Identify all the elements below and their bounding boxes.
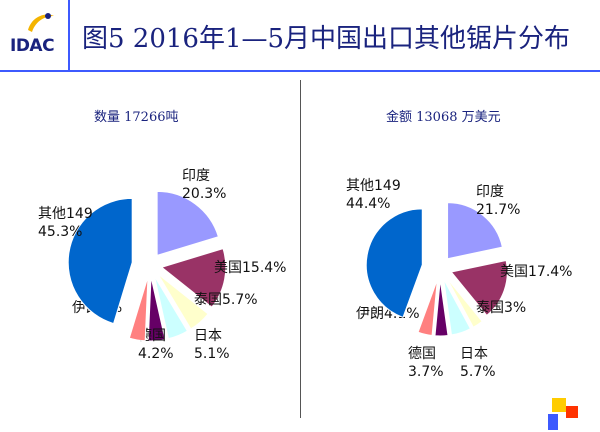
pie1-slice-5 (128, 276, 149, 342)
pie1-slice-0 (156, 190, 219, 257)
title-accent-bar (68, 0, 70, 72)
pie1-label-4-value: 4.2% (138, 346, 174, 362)
pie1-label-6-value: 45.3% (38, 224, 82, 240)
pie1-label-0-value: 20.3% (182, 186, 226, 202)
pie2-label-3: 日本 5.7% (460, 346, 496, 380)
pie2-slice-1 (450, 259, 508, 317)
pie1-slice-1 (160, 247, 227, 308)
pie2-label-2: 泰国3% (476, 300, 526, 316)
pie2-label-6: 其他149 44.4% (346, 178, 401, 212)
pie2-slice-2 (446, 277, 483, 328)
chart-divider (300, 80, 301, 418)
chart-title-value: 金额 13068 万美元 (386, 110, 501, 125)
pie1-slice-2 (157, 273, 209, 330)
pie1-label-6: 其他149 45.3% (38, 206, 93, 240)
pie1-slice-6 (67, 197, 133, 325)
pie2-label-4-value: 3.7% (408, 364, 444, 380)
pie2-label-0-name: 印度 (476, 184, 504, 200)
pie2-label-6-value: 44.4% (346, 196, 390, 212)
deco-square-yellow (552, 398, 566, 412)
chart-title-quantity: 数量 17266吨 (94, 110, 179, 125)
pie1-label-6-name: 其他149 (38, 206, 93, 222)
pie2-slice-6 (365, 208, 423, 319)
pie2-label-0: 印度 21.7% (476, 184, 520, 218)
pie2-slice-5 (417, 279, 438, 336)
pie1-label-2: 泰国5.7% (194, 292, 258, 308)
pie1-label-3-value: 5.1% (194, 346, 230, 362)
pie2-label-4: 德国 3.7% (408, 346, 444, 380)
pie1-slice-4 (147, 276, 166, 342)
pie1-label-0: 印度 20.3% (182, 168, 226, 202)
pie2-slice-4 (434, 279, 449, 337)
pie2-label-1: 美国17.4% (500, 264, 572, 280)
pie1-label-0-name: 印度 (182, 168, 210, 184)
pie2-label-6-name: 其他149 (346, 178, 401, 194)
pie2-label-4-name: 德国 (408, 346, 436, 362)
header: IDAC 图5 2016年1—5月中国出口其他锯片分布 (0, 0, 600, 72)
pie2-slice-0 (447, 202, 503, 260)
pie2-slice-3 (443, 279, 472, 336)
page-title: 图5 2016年1—5月中国出口其他锯片分布 (82, 24, 571, 54)
pie1-label-1: 美国15.4% (214, 260, 286, 276)
pie1-label-3-name: 日本 (194, 328, 222, 344)
pie2-label-3-value: 5.7% (460, 364, 496, 380)
pie2-label-3-name: 日本 (460, 346, 488, 362)
deco-square-red (566, 406, 578, 418)
title-rule (0, 70, 600, 72)
pie1-slice-3 (153, 275, 189, 340)
pie1-label-3: 日本 5.1% (194, 328, 230, 362)
logo-text: IDAC (10, 36, 55, 56)
pie2-label-0-value: 21.7% (476, 202, 520, 218)
deco-bar-blue (548, 414, 558, 430)
logo-swoosh-icon (28, 13, 54, 33)
idac-logo: IDAC (6, 6, 66, 62)
